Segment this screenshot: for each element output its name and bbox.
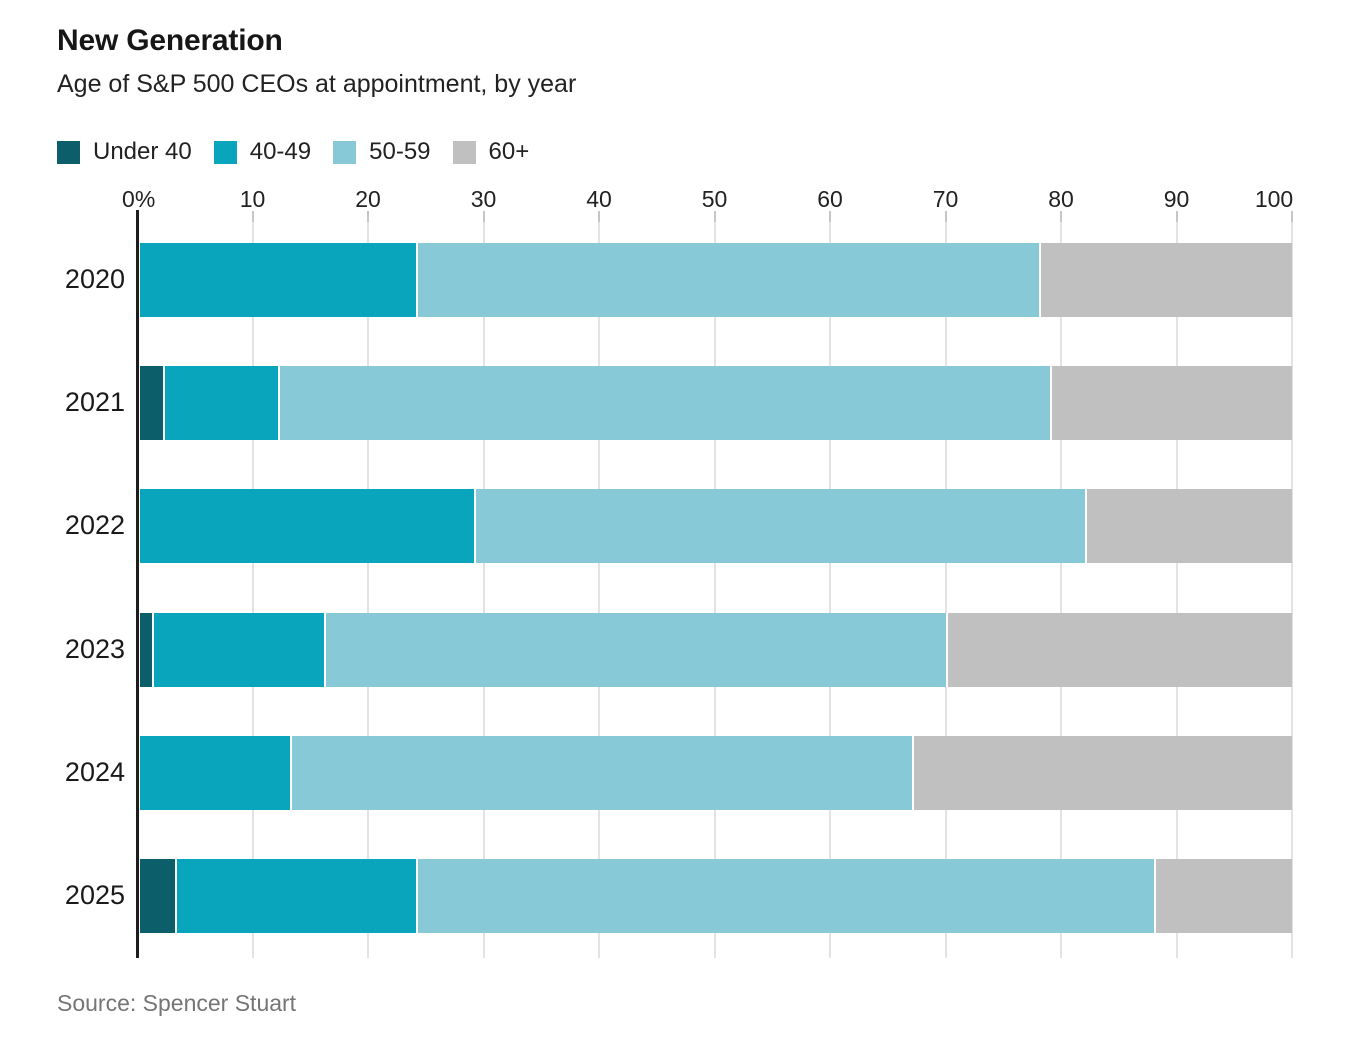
bar-segment-2025-50-59 <box>416 859 1154 933</box>
x-tick-label: 40 <box>586 186 612 212</box>
y-axis-line <box>136 210 139 958</box>
x-tick-label: 70 <box>932 186 959 212</box>
legend-label: Under 40 <box>93 138 192 165</box>
x-tick-mark <box>482 211 485 228</box>
bar-segment-2022-60- <box>1084 489 1292 564</box>
gridline <box>482 222 485 958</box>
gridline <box>829 222 831 958</box>
plot-area <box>136 210 1293 958</box>
legend-label: 40-49 <box>249 138 312 165</box>
bar-row-2023 <box>140 612 1292 687</box>
legend: Under 40 40-49 50-59 60+ <box>57 138 529 166</box>
gridline <box>367 222 369 958</box>
x-tick-mark <box>251 211 254 228</box>
bar-segment-2021-60- <box>1050 366 1292 441</box>
bar-segment-2025-40-49 <box>174 859 417 933</box>
bar-segment-2022-40-49 <box>140 489 475 564</box>
legend-swatch-icon <box>452 140 476 164</box>
bar-segment-2024-40-49 <box>140 735 290 810</box>
chart-subtitle: Age of S&P 500 CEOs at appointment, by y… <box>57 70 577 98</box>
bar-segment-2022-50-59 <box>474 489 1085 564</box>
bar-segment-2021-40-49 <box>163 366 279 441</box>
gridline <box>944 222 947 958</box>
legend-item-50-59: 50-59 <box>333 138 431 166</box>
y-axis-label-2020: 2020 <box>64 264 125 294</box>
y-axis-label-2024: 2024 <box>64 756 125 787</box>
y-axis-label-2021: 2021 <box>64 387 125 418</box>
bar-segment-2023-40-49 <box>151 612 325 687</box>
legend-label: 60+ <box>488 138 530 165</box>
bar-row-2020 <box>140 243 1292 317</box>
y-axis-label-2023: 2023 <box>64 633 125 664</box>
legend-swatch-icon <box>57 140 80 164</box>
bar-segment-2023-under-40 <box>140 612 152 687</box>
gridline <box>1291 222 1293 958</box>
bar-segment-2020-40-49 <box>140 243 417 317</box>
x-tick-mark <box>713 211 716 228</box>
bar-segment-2023-50-59 <box>324 612 947 687</box>
bar-segment-2020-50-59 <box>416 243 1039 317</box>
legend-item-under-40: Under 40 <box>57 138 192 166</box>
x-tick-label: 30 <box>470 186 497 212</box>
bar-segment-2023-60- <box>946 612 1292 687</box>
bar-segment-2021-50-59 <box>278 366 1051 441</box>
bar-row-2022 <box>140 489 1292 564</box>
x-tick-mark <box>829 211 831 228</box>
bar-row-2025 <box>140 859 1292 933</box>
legend-swatch-icon <box>333 140 357 164</box>
legend-item-40-49: 40-49 <box>213 138 312 166</box>
legend-label: 50-59 <box>369 138 431 165</box>
x-tick-mark <box>1291 211 1293 228</box>
bar-row-2021 <box>140 366 1292 441</box>
gridline <box>251 222 254 958</box>
gridline <box>1175 222 1178 958</box>
gridline <box>598 222 600 958</box>
x-tick-mark <box>1175 211 1178 228</box>
bar-segment-2024-60- <box>911 735 1292 810</box>
x-tick-mark <box>944 211 947 228</box>
y-axis-label-2025: 2025 <box>64 880 125 910</box>
y-axis-label-2022: 2022 <box>64 510 125 541</box>
gridline <box>1060 222 1062 958</box>
x-tick-label: 100 <box>1254 186 1294 212</box>
gridline <box>713 222 716 958</box>
x-tick-label: 60 <box>817 186 843 212</box>
chart-title: New Generation <box>57 24 283 57</box>
x-tick-label: 0% <box>122 186 156 212</box>
x-tick-mark <box>367 211 369 228</box>
legend-swatch-icon <box>213 140 237 164</box>
x-tick-mark <box>1060 211 1062 228</box>
bar-row-2024 <box>140 735 1292 810</box>
bar-segment-2025-under-40 <box>140 859 175 933</box>
x-tick-mark <box>598 211 600 228</box>
x-tick-label: 50 <box>701 186 728 212</box>
x-tick-label: 90 <box>1163 186 1190 212</box>
x-tick-label: 20 <box>355 186 381 212</box>
source-note: Source: Spencer Stuart <box>57 990 297 1016</box>
bar-segment-2025-60- <box>1153 859 1292 933</box>
bar-segment-2021-under-40 <box>140 366 164 441</box>
bar-segment-2020-60- <box>1038 243 1292 317</box>
legend-item-60-: 60+ <box>452 138 530 166</box>
x-tick-label: 10 <box>239 186 266 212</box>
x-tick-label: 80 <box>1048 186 1074 212</box>
bar-segment-2024-50-59 <box>289 735 912 810</box>
